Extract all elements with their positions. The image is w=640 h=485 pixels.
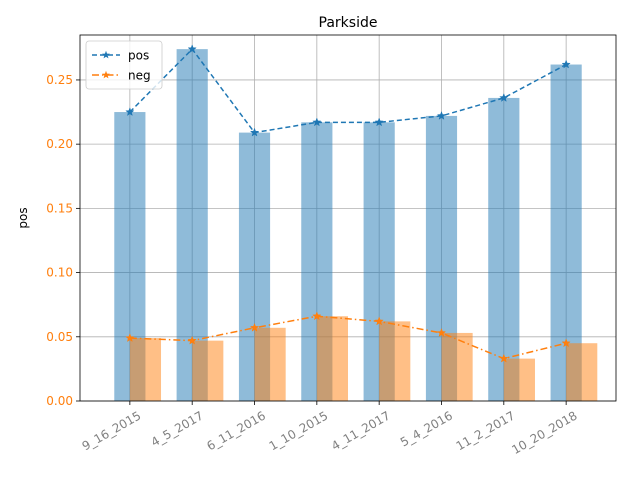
neg-bar [316,316,348,401]
x-tick-label: 4_11_2017 [329,408,393,453]
pos-point [125,107,135,117]
neg-line [129,315,567,360]
y-tick-label: 0.00 [46,394,73,408]
x-tick-label: 9_16_2015 [80,408,144,453]
y-tick-label: 0.20 [46,137,73,151]
series-lines [125,44,571,363]
bars [114,49,598,402]
axes [79,34,617,402]
chart-title: Parkside [319,15,378,31]
pos-point [249,127,260,137]
neg-point [187,335,197,345]
y-tick-label: 0.05 [46,330,73,344]
pos-legend-marker [102,50,110,59]
x-tick-label: 11_2_2017 [454,408,518,453]
pos-point [187,44,197,54]
neg-bar [566,343,598,401]
y-tick-label: 0.25 [46,73,73,87]
plot-frame [79,34,617,402]
x-tick-label: 6_11_2016 [204,408,268,453]
neg-bar [379,321,411,401]
x-tick-label: 10_20_2018 [509,408,579,457]
neg-point [312,311,322,321]
pos-point [374,117,384,127]
pos-line [129,47,567,134]
neg-bar [254,327,286,401]
neg-point [125,333,135,343]
neg-point [436,328,447,337]
neg-point [499,353,509,363]
pos-point [561,59,571,69]
neg-point [374,316,384,326]
pos-legend-label: pos [128,49,149,63]
pos-point [436,110,447,120]
y-tick-label: 0.10 [46,266,73,280]
neg-legend-marker [102,70,110,79]
neg-bar [503,358,535,401]
y-axis-label: pos [16,207,30,228]
neg-point [249,322,260,332]
neg-legend-label: neg [128,69,151,83]
neg-bar [129,338,162,401]
neg-point [561,338,571,348]
neg-bar [192,340,224,401]
legend: pos neg [85,40,163,90]
x-tick-label: 1_10_2015 [267,408,331,453]
x-tick-label: 5_4_2016 [398,408,455,449]
pos-point [312,117,322,127]
x-tick-label: 4_5_2017 [149,408,206,449]
pos-point [499,93,509,102]
y-tick-label: 0.15 [46,201,73,215]
pos-bar [488,97,520,401]
